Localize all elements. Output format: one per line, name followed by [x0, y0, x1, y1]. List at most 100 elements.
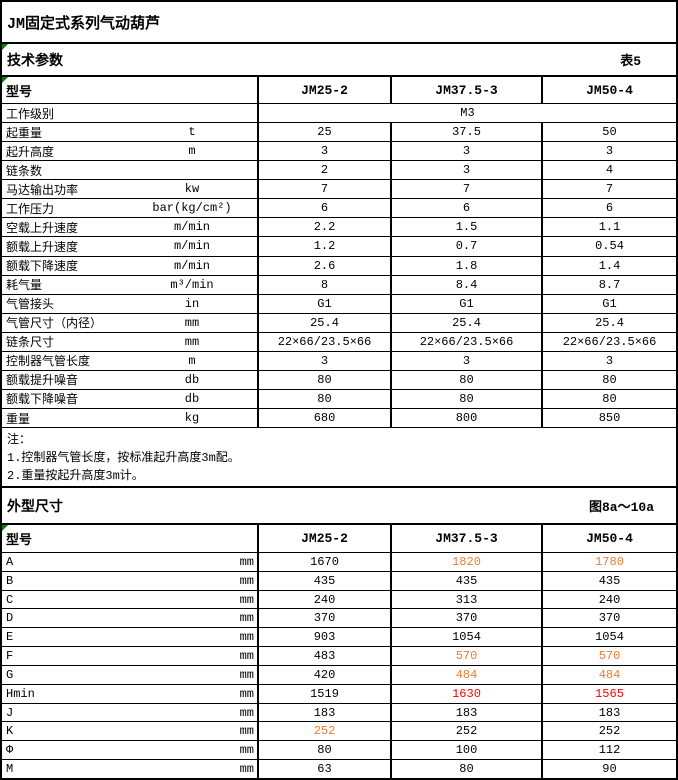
- row-label: D: [6, 611, 14, 626]
- cell-value: 3: [390, 161, 541, 180]
- cell-value: 7: [257, 180, 390, 199]
- header-label: 型号: [6, 84, 33, 100]
- table-row: 起重量 t 25 37.5 50: [2, 123, 676, 143]
- table-row: 工作压力 bar(kg/cm²) 6 6 6: [2, 199, 676, 219]
- cell-value: 1630: [390, 684, 541, 703]
- row-label: 控制器气管长度: [6, 355, 91, 370]
- note-line: 1.控制器气管长度，按标准起升高度3m配。: [7, 451, 240, 465]
- cell-value: 420: [257, 665, 390, 684]
- row-unit: m/min: [173, 220, 210, 235]
- cell-value: 483: [257, 647, 390, 665]
- cell-value: 484: [541, 665, 676, 684]
- row-label-cell: Hmin mm: [2, 685, 257, 703]
- row-label-cell: 重量 kg: [2, 409, 257, 427]
- cell-value: 22×66/23.5×66: [541, 332, 676, 351]
- note-line: 2.重量按起升高度3m计。: [7, 469, 144, 483]
- model-header: JM50-4: [541, 77, 676, 103]
- cell-value: 903: [257, 628, 390, 647]
- cell-value: 3: [541, 142, 676, 161]
- row-label-cell: 马达输出功率 kw: [2, 180, 257, 198]
- cell-value: 435: [390, 571, 541, 590]
- row-label: 额载下降速度: [6, 260, 79, 275]
- row-unit: mm: [239, 592, 254, 607]
- section-title-tech: 技术参数: [7, 53, 63, 70]
- row-unit: m/min: [173, 239, 210, 254]
- section-title-dims: 外型尺寸: [7, 499, 63, 516]
- cell-value: 50: [541, 123, 676, 142]
- row-unit: m: [188, 353, 196, 368]
- cell-value: 370: [541, 609, 676, 628]
- row-label: 马达输出功率: [6, 183, 79, 198]
- table-ref-tech: 表5: [620, 54, 641, 69]
- row-label-cell: 链条数: [2, 161, 257, 179]
- table-row: Hmin mm 1519 1630 1565: [2, 684, 676, 704]
- row-label: M: [6, 762, 14, 777]
- cell-value: 80: [257, 741, 390, 760]
- cell-value: 850: [541, 409, 676, 428]
- model-header: JM37.5-3: [390, 77, 541, 103]
- row-label-cell: 额载提升噪音 db: [2, 371, 257, 389]
- dims-table-header: 型号 JM25-2 JM37.5-3 JM50-4: [2, 525, 676, 553]
- cell-value: 370: [257, 609, 390, 628]
- cell-value: 252: [541, 722, 676, 741]
- cell-value: 183: [257, 703, 390, 722]
- cell-value-merged: M3: [257, 104, 676, 123]
- cell-value: 370: [390, 609, 541, 628]
- table-row: 额载下降速度 m/min 2.6 1.8 1.4: [2, 256, 676, 276]
- cell-value: 1565: [541, 684, 676, 703]
- row-label: E: [6, 630, 14, 645]
- cell-value: 3: [390, 142, 541, 161]
- row-label-cell: 额载下降噪音 db: [2, 390, 257, 408]
- cell-value: 80: [257, 389, 390, 408]
- cell-value: 3: [257, 351, 390, 370]
- cell-value: 1.1: [541, 218, 676, 237]
- row-label: C: [6, 592, 14, 607]
- row-label: F: [6, 649, 14, 664]
- row-label: J: [6, 705, 14, 720]
- cell-value: 484: [390, 665, 541, 684]
- row-label: 重量: [6, 412, 31, 427]
- cell-value: 6: [257, 199, 390, 218]
- row-label: 链条数: [6, 164, 43, 179]
- note-line: 注：: [7, 433, 32, 447]
- row-label: A: [6, 554, 14, 569]
- cell-value: 680: [257, 409, 390, 428]
- row-label: K: [6, 724, 14, 739]
- cell-value: 2: [257, 161, 390, 180]
- table-row: 马达输出功率 kw 7 7 7: [2, 180, 676, 200]
- model-header: JM25-2: [257, 525, 390, 552]
- cell-value: 1054: [541, 628, 676, 647]
- row-unit: m: [188, 144, 196, 159]
- row-unit: mm: [239, 743, 254, 758]
- cell-value: 183: [390, 703, 541, 722]
- dims-band: 外型尺寸 图8a～10a: [2, 488, 676, 525]
- table-row: 链条尺寸 mm 22×66/23.5×66 22×66/23.5×66 22×66/23…: [2, 332, 676, 352]
- table-row: 气管接头 in G1 G1 G1: [2, 294, 676, 314]
- row-label: 额载上升速度: [6, 240, 79, 255]
- cell-value: 25.4: [541, 313, 676, 332]
- row-unit: mm: [239, 649, 254, 664]
- row-unit: mm: [239, 762, 254, 777]
- row-unit: kw: [184, 182, 200, 197]
- cell-value: 0.54: [541, 237, 676, 256]
- row-unit: m/min: [173, 258, 210, 273]
- cell-value: 313: [390, 590, 541, 609]
- model-header: JM50-4: [541, 525, 676, 552]
- row-label-cell: 耗气量 m³/min: [2, 276, 257, 294]
- row-label: 起重量: [6, 126, 43, 141]
- cell-value: 80: [390, 760, 541, 778]
- cell-value: 7: [541, 180, 676, 199]
- cell-value: 25: [257, 123, 390, 142]
- row-unit: db: [184, 391, 200, 406]
- row-label: 气管尺寸（内径）: [6, 317, 103, 332]
- row-unit: mm: [239, 705, 254, 720]
- model-header: JM25-2: [257, 77, 390, 103]
- cell-value: 1519: [257, 684, 390, 703]
